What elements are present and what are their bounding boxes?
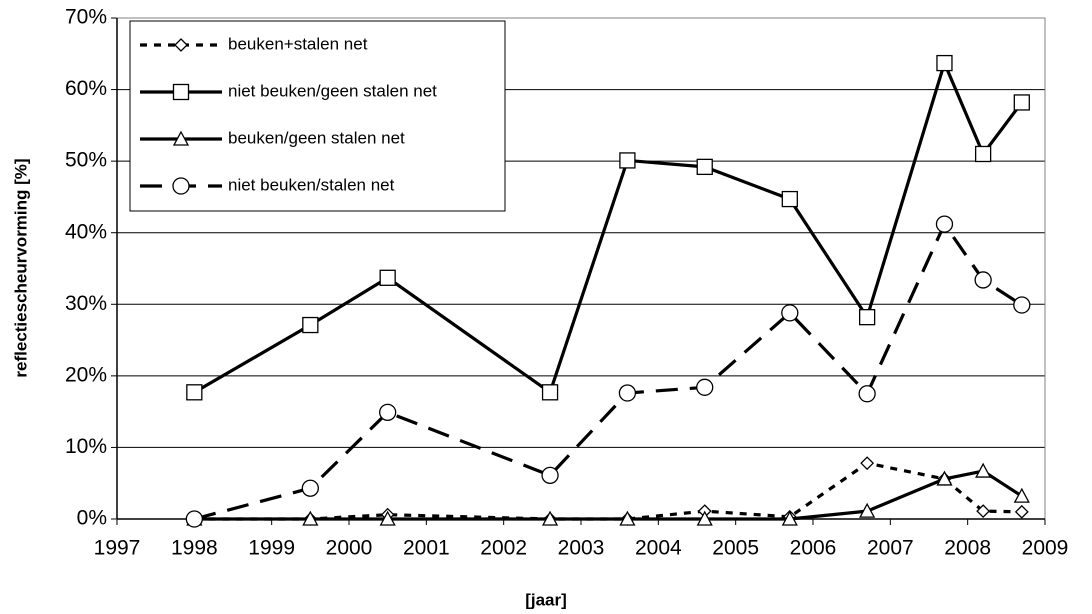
marker	[185, 510, 203, 528]
legend-label: beuken+stalen net	[228, 34, 368, 53]
x-tick-label: 2000	[326, 537, 373, 560]
y-tick-label: 10%	[65, 435, 107, 458]
marker	[696, 378, 714, 396]
marker	[379, 269, 396, 286]
marker	[541, 466, 559, 484]
x-tick-label: 2009	[1022, 537, 1069, 560]
y-tick-label: 30%	[65, 292, 107, 315]
marker	[974, 145, 992, 163]
marker	[541, 510, 559, 526]
legend-label: niet beuken/geen stalen net	[228, 81, 437, 100]
x-axis-title: [jaar]	[525, 590, 567, 609]
x-tick-label: 2008	[944, 537, 991, 560]
x-tick-label: 2003	[558, 537, 605, 560]
marker	[302, 316, 319, 334]
y-tick-label: 70%	[65, 6, 107, 29]
x-tick-label: 2005	[712, 537, 759, 560]
marker	[172, 130, 190, 146]
marker	[1014, 504, 1029, 519]
legend-label: beuken/geen stalen net	[228, 128, 405, 147]
marker	[186, 384, 203, 401]
y-tick-label: 0%	[77, 507, 107, 530]
marker	[1013, 487, 1030, 503]
marker	[541, 384, 559, 401]
marker	[1013, 296, 1031, 314]
y-tick-label: 20%	[65, 363, 107, 386]
marker	[858, 385, 876, 403]
marker	[172, 177, 190, 195]
marker	[301, 479, 319, 497]
marker	[935, 215, 954, 233]
x-tick-label: 2001	[403, 537, 450, 560]
marker	[976, 504, 991, 519]
marker	[618, 384, 637, 402]
x-tick-label: 1998	[171, 537, 218, 560]
marker	[696, 510, 713, 526]
legend-label: niet beuken/stalen net	[228, 175, 395, 194]
marker	[974, 271, 992, 289]
marker	[619, 152, 636, 169]
marker	[174, 38, 188, 52]
marker	[781, 190, 798, 208]
marker	[1013, 94, 1030, 111]
marker	[781, 510, 798, 526]
y-tick-label: 50%	[65, 149, 107, 172]
marker	[619, 510, 636, 526]
marker	[860, 456, 875, 471]
legend: beuken+stalen net niet beuken/geen stalen…	[129, 20, 506, 212]
marker	[172, 83, 190, 101]
series-line	[193, 220, 1023, 521]
x-tick-label: 2004	[635, 537, 682, 560]
legend-box	[129, 20, 506, 212]
x-tick-label: 2007	[867, 537, 914, 560]
y-tick-label: 40%	[65, 220, 107, 243]
y-tick-label: 60%	[65, 77, 107, 100]
y-axis-title: reflectiescheurvorming [%]	[11, 158, 30, 377]
marker	[379, 510, 396, 526]
marker	[379, 403, 397, 422]
marker	[859, 502, 876, 518]
marker	[936, 470, 953, 486]
series-line	[194, 469, 1023, 521]
marker	[936, 54, 953, 72]
x-tick-label: 1999	[248, 537, 295, 560]
x-tick-label: 2006	[790, 537, 837, 560]
marker	[781, 304, 799, 322]
marker	[975, 462, 992, 478]
x-tick-label: 2002	[480, 537, 527, 560]
x-tick-label: 1997	[94, 537, 141, 560]
marker	[858, 309, 876, 326]
marker	[696, 158, 713, 176]
marker	[302, 510, 319, 526]
